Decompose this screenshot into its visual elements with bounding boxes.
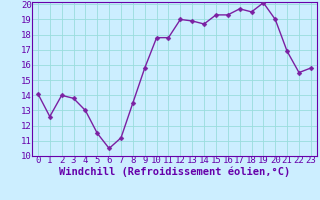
X-axis label: Windchill (Refroidissement éolien,°C): Windchill (Refroidissement éolien,°C)	[59, 166, 290, 177]
